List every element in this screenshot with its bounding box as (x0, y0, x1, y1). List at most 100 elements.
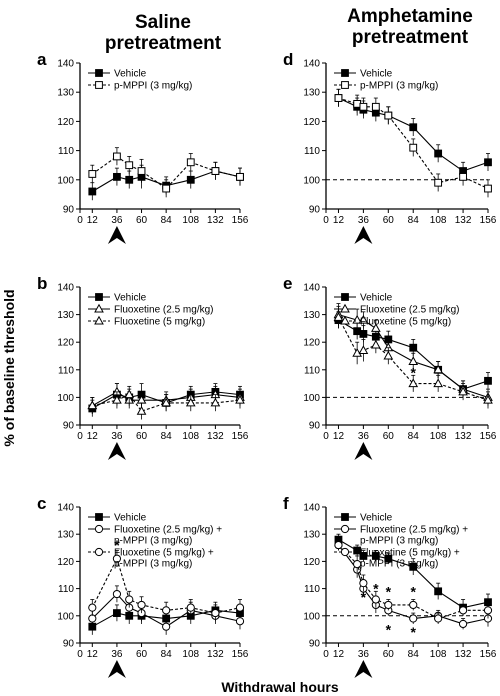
legend-marker (95, 513, 103, 521)
data-point (235, 617, 245, 626)
series-3 (333, 305, 493, 409)
data-point (371, 552, 380, 560)
data-point (87, 400, 98, 410)
y-tick-label: 120 (303, 338, 320, 349)
data-point (408, 378, 419, 388)
data-point (162, 606, 171, 615)
withdrawal-arrow-icon (354, 442, 373, 460)
legend-marker (341, 513, 349, 521)
data-point (113, 609, 121, 617)
data-point (112, 554, 122, 563)
x-tick-label: 156 (232, 215, 249, 226)
data-point (125, 161, 134, 170)
panel-d: d 90 100 110 120 130 140 0 12 36 60 84 108 132 156 Vehi… (283, 50, 497, 244)
legend-entry: Vehicle (114, 293, 147, 304)
y-tick-label: 100 (303, 611, 320, 622)
data-point (235, 394, 245, 404)
y-tick-label: 130 (303, 530, 320, 541)
x-tick-label: 60 (136, 431, 148, 442)
y-tick-label: 110 (304, 365, 320, 376)
y-tick-label: 100 (57, 393, 74, 404)
amphetamine-title-line-1: Amphetamine (347, 6, 473, 27)
legend-marker (341, 293, 349, 301)
y-tick-label: 120 (303, 117, 320, 128)
data-point (458, 606, 468, 615)
data-point (409, 343, 418, 352)
data-point (211, 608, 220, 618)
data-point (359, 330, 368, 338)
panel-letter: c (37, 494, 46, 513)
x-tick-label: 12 (333, 649, 345, 660)
legend-entry: Fluoxetine (2.5 mg/kg) (114, 305, 214, 316)
data-point (484, 184, 492, 193)
x-axis-title: Withdrawal hours (221, 679, 339, 695)
legend-marker (341, 81, 349, 89)
data-point (434, 149, 443, 158)
x-tick-label: 156 (480, 215, 497, 226)
x-tick-label: 12 (87, 649, 99, 660)
data-point (409, 600, 418, 610)
y-tick-label: 90 (63, 421, 75, 432)
data-point (358, 314, 369, 324)
x-tick-label: 36 (358, 215, 370, 226)
significance-star: * (411, 583, 417, 599)
data-point (210, 397, 221, 407)
data-point (112, 394, 122, 404)
y-tick-label: 140 (303, 59, 320, 70)
x-tick-label: 84 (161, 431, 173, 442)
data-point (371, 102, 380, 111)
data-point (125, 175, 134, 184)
x-tick-label: 12 (333, 215, 345, 226)
data-point (483, 394, 493, 404)
data-point (211, 167, 220, 175)
y-tick-label: 100 (303, 393, 320, 404)
data-point (88, 614, 97, 623)
x-tick-label: 132 (207, 215, 224, 226)
data-point (358, 345, 369, 354)
data-point (359, 552, 368, 560)
legend-marker (340, 524, 350, 534)
data-point (353, 546, 362, 555)
y-tick-label: 140 (57, 283, 74, 294)
legend-entry: p-MPPI (3 mg/kg) (360, 559, 438, 570)
data-point (235, 603, 245, 612)
data-point (434, 614, 443, 623)
series-2 (334, 88, 492, 198)
series-3 (334, 539, 493, 624)
y-tick-label: 90 (63, 205, 75, 216)
x-tick-label: 108 (182, 215, 199, 226)
y-tick-label: 140 (303, 283, 320, 294)
x-tick-label: 108 (182, 649, 199, 660)
panel-a: a 90 100 110 120 130 140 0 12 36 60 84 108 132 156 Vehi… (37, 50, 249, 244)
y-tick-label: 110 (304, 584, 320, 595)
x-tick-label: 132 (207, 431, 224, 442)
legend-entry: Vehicle (360, 293, 393, 304)
data-point (112, 589, 122, 599)
significance-star: * (411, 624, 417, 640)
x-tick-label: 36 (358, 649, 370, 660)
data-point (484, 376, 492, 385)
y-tick-label: 110 (58, 146, 74, 157)
significance-star: * (114, 537, 120, 553)
x-tick-label: 132 (455, 431, 472, 442)
withdrawal-arrow-icon (354, 660, 373, 678)
legend-marker (340, 315, 350, 325)
data-point (88, 170, 97, 178)
legend-entry: Vehicle (114, 513, 147, 524)
data-point (384, 111, 393, 120)
data-point (384, 554, 393, 563)
x-tick-label: 12 (333, 431, 345, 442)
saline-title-line-2: pretreatment (105, 33, 222, 54)
panel-letter: b (37, 274, 47, 293)
x-tick-label: 60 (383, 431, 395, 442)
series-3 (88, 550, 245, 622)
x-tick-label: 84 (161, 215, 173, 226)
x-tick-label: 132 (455, 215, 472, 226)
y-tick-label: 140 (57, 59, 74, 70)
y-tick-label: 130 (303, 310, 320, 321)
x-tick-label: 108 (182, 431, 199, 442)
